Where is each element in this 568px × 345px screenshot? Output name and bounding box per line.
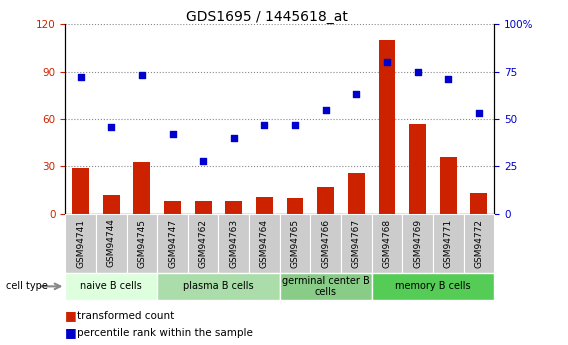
Text: GSM94764: GSM94764 xyxy=(260,219,269,268)
Bar xyxy=(133,162,151,214)
Bar xyxy=(164,201,181,214)
Bar xyxy=(225,201,242,214)
Text: GSM94772: GSM94772 xyxy=(474,219,483,268)
Bar xyxy=(310,214,341,273)
Text: GSM94747: GSM94747 xyxy=(168,219,177,268)
Point xyxy=(382,59,391,65)
Text: GSM94767: GSM94767 xyxy=(352,219,361,268)
Bar xyxy=(280,214,310,273)
Bar xyxy=(348,173,365,214)
Text: GSM94762: GSM94762 xyxy=(199,219,208,268)
Text: germinal center B
cells: germinal center B cells xyxy=(282,276,370,297)
Bar xyxy=(96,214,127,273)
Bar xyxy=(470,193,487,214)
Point xyxy=(474,110,483,116)
Bar xyxy=(402,214,433,273)
Point xyxy=(137,72,147,78)
Bar xyxy=(318,187,334,214)
Point xyxy=(444,77,453,82)
Text: cell type: cell type xyxy=(6,282,48,291)
Text: plasma B cells: plasma B cells xyxy=(183,282,254,291)
Bar xyxy=(463,214,494,273)
Text: GSM94765: GSM94765 xyxy=(291,219,299,268)
Bar xyxy=(440,157,457,214)
Bar xyxy=(256,197,273,214)
Bar xyxy=(65,273,157,300)
Bar xyxy=(157,273,280,300)
Bar xyxy=(65,214,96,273)
Point xyxy=(229,135,239,141)
Point xyxy=(352,91,361,97)
Text: GDS1695 / 1445618_at: GDS1695 / 1445618_at xyxy=(186,10,348,24)
Bar xyxy=(341,214,371,273)
Point xyxy=(413,69,422,74)
Text: percentile rank within the sample: percentile rank within the sample xyxy=(77,328,253,338)
Text: GSM94766: GSM94766 xyxy=(321,219,330,268)
Bar xyxy=(188,214,219,273)
Text: ■: ■ xyxy=(65,326,77,339)
Text: GSM94763: GSM94763 xyxy=(229,219,239,268)
Text: transformed count: transformed count xyxy=(77,311,174,321)
Bar xyxy=(72,168,89,214)
Text: GSM94771: GSM94771 xyxy=(444,219,453,268)
Point xyxy=(76,75,85,80)
Point xyxy=(199,158,208,164)
Text: GSM94745: GSM94745 xyxy=(137,219,147,268)
Point xyxy=(107,124,116,129)
Bar xyxy=(371,214,402,273)
Text: memory B cells: memory B cells xyxy=(395,282,471,291)
Point xyxy=(168,131,177,137)
Text: ■: ■ xyxy=(65,309,77,322)
Text: GSM94768: GSM94768 xyxy=(382,219,391,268)
Text: GSM94769: GSM94769 xyxy=(413,219,422,268)
Bar xyxy=(409,124,426,214)
Bar xyxy=(433,214,463,273)
Text: GSM94744: GSM94744 xyxy=(107,219,116,267)
Text: naive B cells: naive B cells xyxy=(81,282,142,291)
Point xyxy=(260,122,269,127)
Bar xyxy=(219,214,249,273)
Bar xyxy=(371,273,494,300)
Bar xyxy=(103,195,120,214)
Bar xyxy=(157,214,188,273)
Bar xyxy=(287,198,303,214)
Bar xyxy=(127,214,157,273)
Bar xyxy=(195,201,212,214)
Point xyxy=(321,107,330,112)
Bar xyxy=(280,273,371,300)
Point xyxy=(290,122,299,127)
Bar xyxy=(249,214,280,273)
Bar xyxy=(378,40,395,214)
Text: GSM94741: GSM94741 xyxy=(76,219,85,268)
